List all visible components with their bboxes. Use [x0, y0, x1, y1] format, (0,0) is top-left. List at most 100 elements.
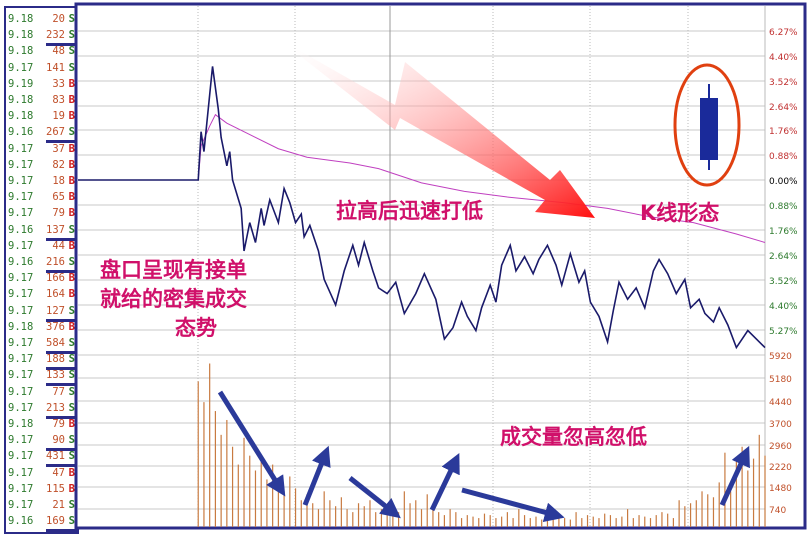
big-order-marker [46, 351, 76, 354]
tick-volume: 19 [52, 110, 65, 123]
tick-side: S [68, 337, 75, 349]
tick-side: B [68, 77, 75, 90]
blue-arrow [217, 390, 286, 497]
pct-tick-label: 2.64% [769, 103, 798, 113]
average-price-line [78, 113, 766, 243]
tick-side: B [68, 418, 75, 430]
tick-price: 9.17 [8, 239, 34, 252]
tick-volume: 77 [52, 385, 65, 398]
tick-row: 9.18 83 B [6, 92, 76, 109]
pct-tick-label: 1.76% [769, 227, 798, 237]
tick-volume: 37 [52, 142, 65, 155]
tick-side: B [68, 320, 75, 333]
big-order-marker [46, 383, 76, 387]
annotation-tape-line1: 盘口呈现有接单 [100, 258, 247, 282]
tick-volume: 47 [52, 466, 65, 479]
tick-side: S [68, 434, 75, 447]
big-order-marker [46, 367, 76, 371]
tick-side: B [68, 272, 75, 285]
tick-row: 9.17 21 S [6, 497, 76, 514]
tick-row: 9.17 82 B [6, 157, 76, 174]
tick-price: 9.17 [8, 304, 34, 317]
tick-side: B [68, 110, 75, 123]
tick-row: 9.17 431 S [6, 448, 76, 468]
pct-tick-label: 3.52% [769, 78, 798, 88]
annotation-volume-note: 成交量忽高忽低 [500, 425, 647, 449]
volume-tick-label: 5920 [769, 352, 792, 362]
price-line [78, 66, 766, 350]
annotation-tape-line3: 态势 [175, 316, 217, 340]
tick-volume: 18 [52, 175, 65, 187]
pct-tick-label: 3.52% [769, 277, 798, 287]
tick-volume: 216 [46, 256, 65, 268]
tick-row: 9.16 216 S [6, 254, 76, 273]
tick-price: 9.17 [8, 401, 34, 414]
tick-price: 9.17 [8, 337, 34, 349]
tick-row: 9.16 169 S [6, 513, 76, 533]
tick-row: 9.17 37 B [6, 141, 76, 158]
tick-side: S [68, 499, 75, 511]
tick-price: 9.17 [8, 482, 34, 495]
tick-side: S [68, 45, 75, 58]
volume-tick-label: 3700 [769, 420, 792, 430]
tick-side: S [68, 353, 75, 366]
tick-volume: 83 [52, 94, 65, 106]
tick-price: 9.18 [8, 29, 34, 42]
tick-price: 9.16 [8, 126, 34, 139]
tick-side: S [68, 13, 75, 25]
tick-volume: 82 [52, 158, 65, 171]
tick-price: 9.16 [8, 515, 34, 528]
tick-list-panel: 9.18 20 S 9.18 232 S 9.18 48 S 9.17 141 S 9.19 33 B 9.1… [4, 6, 79, 534]
tick-volume: 141 [46, 61, 65, 74]
tick-side: S [68, 29, 75, 42]
tick-row: 9.16 137 S [6, 222, 76, 241]
big-order-marker [46, 237, 76, 241]
tick-row: 9.17 213 S [6, 400, 76, 419]
tick-price: 9.18 [8, 94, 34, 106]
tick-price: 9.17 [8, 434, 34, 447]
pct-tick-label: 0.88% [769, 152, 798, 162]
annotation-k-shape: K线形态 [640, 201, 720, 225]
pct-tick-label: 4.40% [769, 302, 798, 312]
tick-side: S [68, 223, 75, 236]
tick-volume: 213 [46, 401, 65, 414]
tick-volume: 90 [52, 434, 65, 447]
tick-volume: 79 [52, 418, 65, 430]
pct-tick-label: 5.27% [769, 327, 798, 337]
big-order-marker [46, 464, 76, 468]
tick-volume: 232 [46, 29, 65, 42]
tick-volume: 115 [46, 482, 65, 495]
volume-tick-label: 740 [769, 506, 786, 516]
candle-body [700, 98, 718, 160]
tick-side: S [68, 126, 75, 139]
tick-price: 9.18 [8, 320, 34, 333]
tick-side: S [68, 401, 75, 414]
tick-price: 9.17 [8, 288, 34, 301]
big-order-marker [46, 270, 76, 273]
tick-price: 9.16 [8, 223, 34, 236]
tick-volume: 127 [46, 304, 65, 317]
tick-side: B [68, 158, 75, 171]
tick-row: 9.17 79 B [6, 205, 76, 222]
tick-row: 9.17 164 B [6, 286, 76, 303]
volume-tick-label: 2960 [769, 442, 792, 452]
blue-arrow [719, 445, 750, 507]
tick-row: 9.17 47 B [6, 465, 76, 482]
tick-side: B [68, 175, 75, 187]
tick-price: 9.18 [8, 45, 34, 58]
tick-volume: 79 [52, 207, 65, 220]
tick-volume: 33 [52, 77, 65, 90]
tick-side: S [68, 369, 75, 382]
tick-volume: 169 [46, 515, 65, 528]
annotation-tape-line2: 就给的密集成交 [100, 287, 247, 311]
tick-volume: 21 [52, 499, 65, 511]
tick-volume: 188 [46, 353, 65, 366]
big-order-marker [46, 318, 76, 322]
volume-tick-label: 4440 [769, 398, 792, 408]
tick-price: 9.18 [8, 13, 34, 25]
big-order-marker [46, 140, 76, 144]
tick-side: S [68, 515, 75, 528]
volume-tick-label: 2220 [769, 463, 792, 473]
